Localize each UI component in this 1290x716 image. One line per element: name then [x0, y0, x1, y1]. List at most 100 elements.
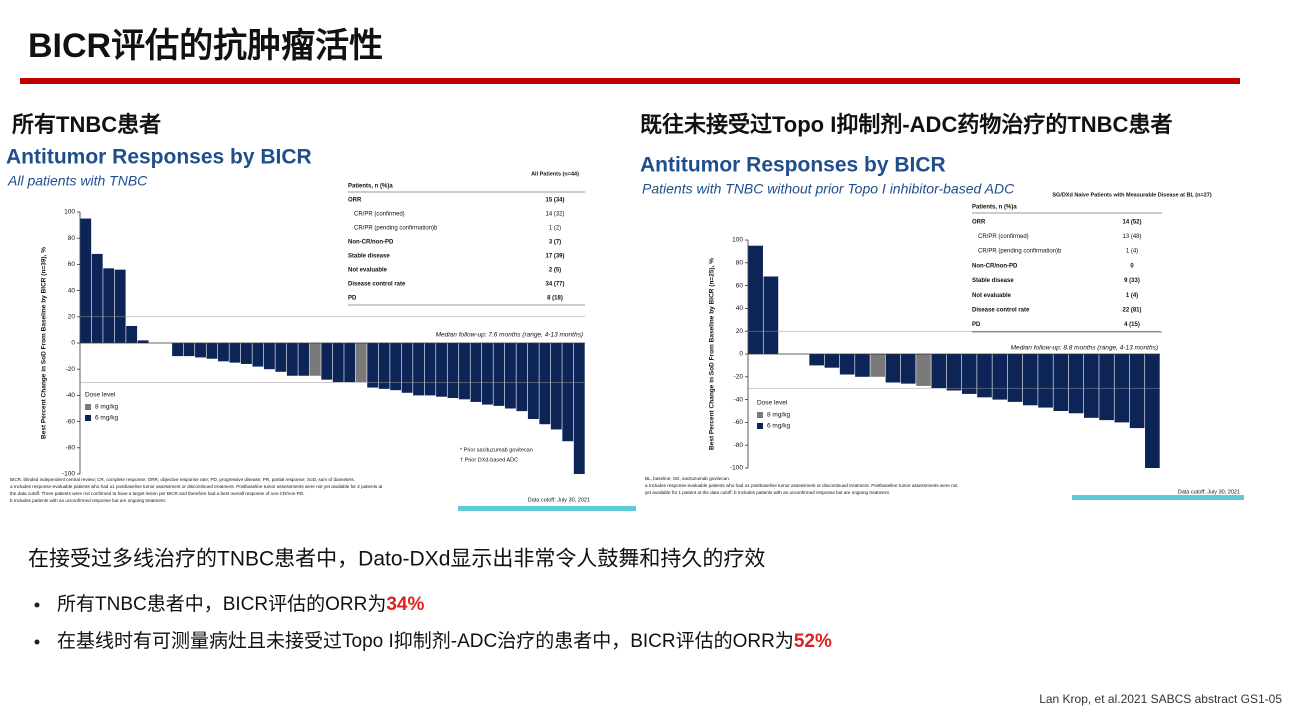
bullet-body: 在基线时有可测量病灶且未接受过Topo I抑制剂-ADC治疗的患者中，BICR评…: [57, 630, 794, 652]
bar: [1129, 354, 1145, 429]
table-label: Non-CR/non-PD: [348, 240, 394, 246]
bar: [103, 268, 115, 343]
bar: [550, 343, 562, 430]
table-value: 17 (39): [545, 254, 564, 260]
table-column: All Patients (n=44): [531, 171, 579, 177]
bar: [240, 343, 252, 364]
y-tick-label: -80: [66, 445, 76, 452]
bar: [183, 343, 195, 357]
bar: [298, 343, 310, 376]
bar: [401, 343, 413, 393]
marker-note: † Prior DXd-based ADC: [460, 457, 518, 463]
table-label: Non-CR/non-PD: [972, 263, 1018, 269]
footnote: the data cutoff. Three patients were not…: [10, 491, 305, 496]
bar: [218, 343, 229, 362]
table-label: CR/PR (pending confirmation)b: [354, 226, 438, 232]
table-label: Stable disease: [348, 254, 390, 260]
y-tick-label: 60: [736, 282, 744, 289]
bar: [344, 343, 356, 383]
bar: [1038, 354, 1053, 408]
bar: [114, 269, 126, 343]
bar: [839, 354, 855, 375]
table-label: Stable disease: [972, 278, 1014, 284]
bullet-text: 所有TNBC患者中，BICR评估的ORR为34%: [57, 593, 424, 615]
legend-label: 8 mg/kg: [95, 404, 119, 411]
bar: [992, 354, 1008, 400]
footnote: BICR, blinded independent central review…: [10, 477, 355, 482]
table-value: 9 (33): [1124, 278, 1140, 284]
y-tick-label: -40: [734, 396, 744, 403]
bar: [977, 354, 992, 398]
bar: [470, 343, 482, 402]
table-label: Not evaluable: [348, 268, 388, 274]
bar: [1007, 354, 1023, 402]
bar: [321, 343, 333, 380]
bar: [378, 343, 390, 389]
bar: [390, 343, 402, 391]
bullet-dot: [34, 602, 40, 608]
bar: [855, 354, 870, 377]
y-tick-label: 80: [736, 260, 744, 267]
bar: [137, 340, 149, 343]
y-tick-label: -20: [734, 374, 744, 381]
bar: [1068, 354, 1084, 414]
bullet-highlight: 52%: [794, 631, 832, 652]
legend-label: 6 mg/kg: [95, 415, 119, 422]
table-value: 4 (15): [1124, 322, 1140, 328]
bar: [809, 354, 824, 366]
table-value: 22 (81): [1122, 307, 1141, 313]
table-value: 14 (52): [1122, 219, 1141, 225]
bar: [459, 343, 470, 400]
legend-label: 6 mg/kg: [767, 423, 791, 430]
y-tick-label: 60: [68, 261, 76, 268]
footnote: yet available for 1 patient at the data …: [645, 490, 890, 495]
table-value: 13 (48): [1122, 234, 1141, 240]
y-tick-label: -20: [66, 366, 76, 373]
bar: [355, 343, 367, 383]
y-tick-label: 20: [736, 328, 744, 335]
y-tick-label: -100: [730, 465, 743, 472]
footnote: BL, baseline; SG, sacituzumab govitecan.: [645, 476, 730, 481]
legend-swatch: [85, 404, 91, 410]
chart-title: Antitumor Responses by BICR: [6, 146, 312, 169]
accent-bar: [458, 506, 636, 511]
y-axis-label: Best Percent Change in SoD From Baseline…: [41, 247, 48, 439]
table-value: 8 (18): [547, 296, 563, 302]
bar: [195, 343, 206, 358]
bar: [961, 354, 977, 394]
bar: [1053, 354, 1069, 411]
table-value: 1 (2): [549, 226, 561, 232]
marker-note: * Prior sacituzumab govitecan: [460, 447, 533, 453]
y-tick-label: -40: [66, 392, 76, 399]
annotation: Median follow-up: 7.6 months (range, 4-1…: [436, 332, 583, 339]
bar: [367, 343, 379, 388]
bar: [424, 343, 436, 396]
bar: [824, 354, 840, 368]
reference: Lan Krop, et al.2021 SABCS abstract GS1-…: [1039, 692, 1282, 706]
bar: [91, 253, 103, 343]
table-value: 1 (4): [1126, 249, 1138, 255]
bar: [1022, 354, 1038, 406]
bar: [172, 343, 183, 357]
legend-swatch: [757, 423, 763, 429]
table-label: PD: [348, 296, 357, 302]
bar: [229, 343, 241, 363]
bar: [482, 343, 493, 405]
data-cutoff: Data cutoff: July 30, 2021: [1178, 489, 1240, 495]
bar: [504, 343, 516, 409]
bar: [573, 343, 585, 474]
y-tick-label: -80: [734, 442, 744, 449]
table-label: Not evaluable: [972, 293, 1012, 299]
bar: [1145, 354, 1160, 468]
table-value: 1 (4): [1126, 293, 1138, 299]
data-cutoff: Data cutoff: July 30, 2021: [528, 497, 590, 503]
panel-heading: 所有TNBC患者: [12, 112, 161, 137]
chart-subtitle: All patients with TNBC: [7, 173, 148, 189]
bar: [252, 343, 264, 367]
legend-label: 8 mg/kg: [767, 412, 791, 419]
bar: [516, 343, 528, 412]
bar: [946, 354, 962, 391]
table-label: Disease control rate: [348, 282, 406, 288]
table-label: CR/PR (confirmed): [354, 212, 405, 218]
